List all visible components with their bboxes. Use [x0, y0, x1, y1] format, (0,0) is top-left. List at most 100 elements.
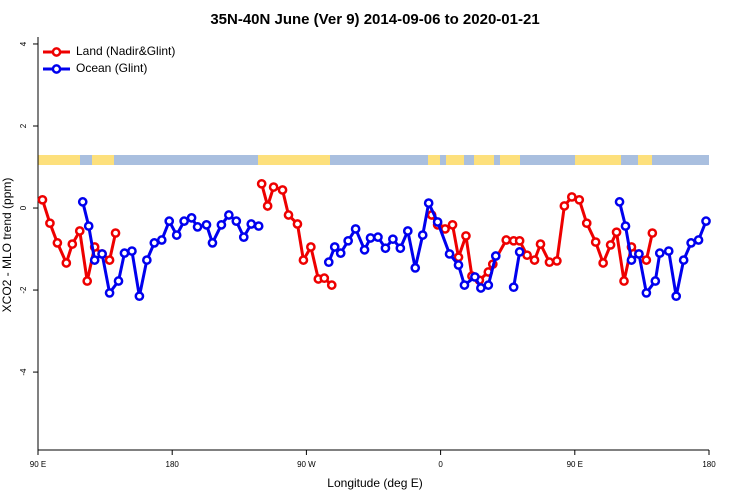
- data-point: [37, 194, 48, 205]
- x-axis-label: Longitude (deg E): [327, 476, 422, 490]
- data-point: [365, 233, 376, 243]
- data-point: [620, 221, 631, 231]
- data-point: [395, 243, 406, 254]
- data-point: [417, 230, 428, 240]
- data-point: [423, 198, 434, 208]
- data-point: [459, 280, 470, 290]
- data-point: [590, 237, 601, 247]
- data-point: [52, 238, 63, 248]
- y-tick-label: 2: [19, 123, 28, 128]
- legend-marker: [51, 47, 62, 57]
- data-point: [470, 272, 480, 282]
- data-point: [373, 232, 383, 242]
- data-point: [483, 280, 494, 290]
- x-tick-label: 90 E: [30, 460, 46, 469]
- data-point: [253, 221, 264, 231]
- legend-label: Ocean (Glint): [76, 61, 147, 75]
- data-point: [598, 258, 608, 268]
- data-point: [335, 248, 346, 258]
- data-point: [186, 213, 197, 223]
- data-point: [388, 234, 398, 245]
- data-point: [201, 219, 212, 230]
- data-point: [432, 217, 443, 227]
- x-tick-label: 180: [702, 460, 716, 469]
- data-point: [216, 219, 227, 230]
- data-point: [326, 280, 337, 290]
- data-point: [134, 291, 145, 302]
- data-point: [634, 249, 644, 259]
- data-point: [566, 192, 577, 202]
- data-point: [650, 276, 661, 286]
- data-point: [647, 228, 658, 238]
- x-tick-label: 180: [166, 460, 180, 469]
- data-point: [246, 219, 257, 229]
- data-point: [508, 282, 519, 293]
- data-point: [581, 218, 592, 229]
- legend-marker: [51, 64, 62, 74]
- data-point: [192, 222, 203, 232]
- data-point: [142, 255, 152, 265]
- data-point: [292, 219, 303, 229]
- data-point: [410, 263, 421, 273]
- x-tick-label: 0: [438, 460, 443, 469]
- data-point: [74, 226, 85, 236]
- data-point: [453, 260, 464, 270]
- data-point: [256, 178, 267, 189]
- data-point: [641, 255, 652, 265]
- data-point: [605, 240, 616, 250]
- data-point: [574, 194, 585, 205]
- data-point: [611, 227, 622, 238]
- data-point: [343, 235, 354, 246]
- data-point: [522, 250, 532, 261]
- data-point: [104, 288, 115, 298]
- data-point: [113, 276, 124, 286]
- data-point: [552, 256, 562, 266]
- data-point: [671, 291, 682, 302]
- x-tick-label: 90 W: [297, 460, 316, 469]
- data-point: [350, 224, 361, 234]
- data-point: [529, 255, 540, 265]
- data-point: [323, 257, 334, 268]
- y-tick-label: 0: [19, 205, 28, 210]
- y-tick-label: 4: [19, 41, 28, 46]
- data-point: [67, 239, 78, 249]
- data-point: [89, 255, 100, 265]
- data-point: [156, 235, 167, 245]
- data-point: [283, 210, 294, 220]
- data-point: [319, 273, 330, 284]
- data-point: [306, 242, 316, 252]
- data-point: [231, 216, 242, 226]
- data-point: [514, 247, 525, 257]
- data-point: [444, 249, 455, 259]
- data-point: [686, 238, 696, 248]
- series-line: [512, 251, 522, 288]
- data-point: [359, 245, 370, 255]
- data-point: [641, 288, 652, 298]
- data-point: [298, 255, 309, 265]
- data-point: [678, 255, 689, 265]
- data-point: [380, 243, 391, 254]
- data-point: [110, 228, 121, 238]
- y-axis-label: XCO2 - MLO trend (ppm): [0, 178, 14, 313]
- data-point: [224, 210, 234, 220]
- data-point: [501, 235, 512, 245]
- land-ocean-strip: [38, 155, 709, 165]
- data-point: [490, 251, 501, 261]
- data-point: [535, 239, 546, 249]
- data-point: [61, 258, 72, 268]
- data-point: [476, 283, 486, 293]
- data-point: [45, 218, 55, 229]
- data-point: [77, 197, 88, 207]
- y-tick-label: -2: [19, 286, 28, 294]
- data-point: [329, 242, 340, 252]
- data-point: [83, 221, 94, 231]
- data-point: [171, 230, 182, 240]
- data-point: [268, 182, 279, 192]
- data-point: [104, 255, 115, 265]
- data-point: [626, 255, 637, 265]
- data-point: [663, 246, 674, 256]
- data-point: [82, 276, 93, 286]
- data-point: [238, 232, 249, 242]
- series-line: [260, 183, 333, 287]
- data-point: [619, 276, 629, 286]
